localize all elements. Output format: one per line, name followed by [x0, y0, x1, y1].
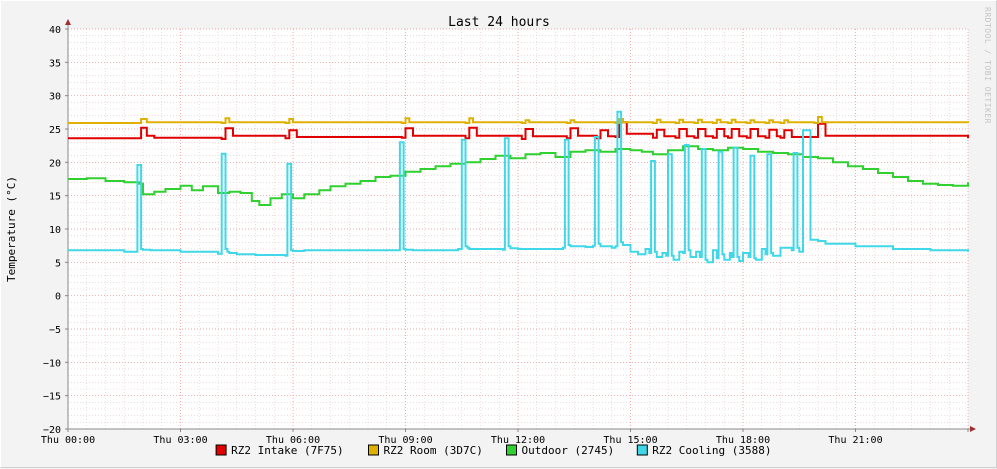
y-tick-label: −15 [43, 392, 61, 403]
legend-label: RZ2 Cooling (3588) [652, 444, 771, 457]
y-tick-label: −20 [43, 425, 61, 436]
chart-title: Last 24 hours [448, 15, 550, 30]
x-tick-label: Thu 12:00 [491, 435, 545, 446]
y-axis-label: Temperature (°C) [5, 176, 18, 282]
legend-swatch [506, 444, 517, 456]
y-tick-label: 25 [49, 125, 61, 136]
series-line-4 [68, 110, 969, 264]
x-axis-arrow [970, 426, 976, 432]
y-tick-label: 5 [55, 258, 61, 269]
series-line-2 [68, 116, 969, 124]
x-tick-label: Thu 15:00 [603, 435, 657, 446]
legend-label: Outdoor (2745) [522, 444, 615, 457]
x-tick-label: Thu 03:00 [153, 435, 207, 446]
series-line-1 [68, 121, 969, 140]
y-tick-label: 10 [49, 225, 61, 236]
y-tick-label: 0 [55, 292, 61, 303]
x-tick-label: Thu 09:00 [378, 435, 432, 446]
x-tick-label: Thu 06:00 [266, 435, 320, 446]
series-line-3 [68, 145, 969, 206]
rrdtool-watermark: RRDTOOL / TOBI OETIKER [983, 7, 992, 124]
x-tick-label: Thu 21:00 [828, 435, 882, 446]
y-tick-label: 35 [49, 58, 61, 69]
y-tick-label: 15 [49, 192, 61, 203]
legend-swatch [215, 444, 227, 456]
legend-swatch [368, 444, 379, 456]
y-tick-label: −10 [43, 358, 61, 369]
legend-label: RZ2 Intake (7F75) [231, 444, 344, 457]
x-tick-label: Thu 00:00 [41, 435, 95, 446]
legend-label: RZ2 Room (3D7C) [384, 444, 483, 457]
y-tick-label: 40 [49, 25, 61, 36]
y-tick-label: 20 [49, 158, 61, 169]
x-tick-label: Thu 18:00 [716, 435, 770, 446]
y-axis-arrow [65, 19, 71, 25]
y-tick-label: 30 [49, 92, 61, 103]
y-tick-label: −5 [49, 325, 61, 336]
legend-swatch [636, 444, 648, 456]
